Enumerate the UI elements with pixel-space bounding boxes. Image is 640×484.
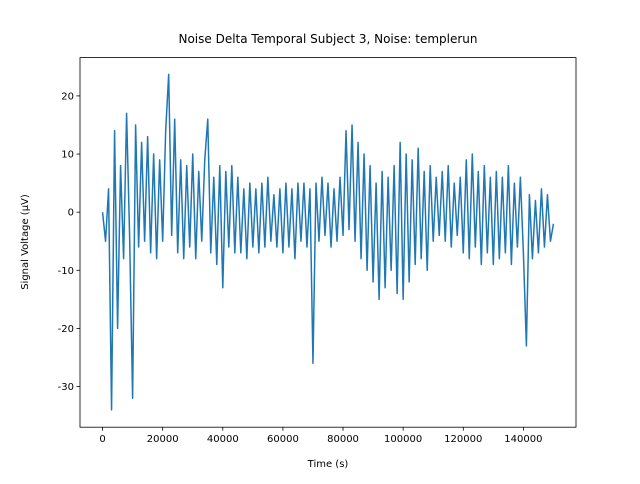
x-tick-label: 0: [99, 434, 105, 445]
y-tick-label: 10: [61, 150, 74, 161]
x-tick-label: 140000: [504, 434, 542, 445]
x-tick-label: 80000: [327, 434, 359, 445]
x-axis-label: Time (s): [307, 459, 349, 470]
axes-frame: [79, 57, 577, 428]
x-tick-label: 20000: [147, 434, 179, 445]
y-axis-label: Signal Voltage (μV): [20, 194, 31, 290]
x-tick-label: 40000: [207, 434, 239, 445]
data-line: [101, 73, 555, 411]
y-tick-label: -20: [58, 324, 74, 335]
y-tick-label: 20: [61, 91, 74, 102]
y-tick-label: 0: [68, 208, 74, 219]
chart-title: Noise Delta Temporal Subject 3, Noise: t…: [178, 32, 477, 46]
y-tick-label: -10: [58, 266, 74, 277]
x-tick-label: 120000: [444, 434, 482, 445]
x-tick-label: 60000: [267, 434, 299, 445]
x-tick-label: 100000: [384, 434, 422, 445]
y-tick-label: -30: [58, 382, 74, 393]
